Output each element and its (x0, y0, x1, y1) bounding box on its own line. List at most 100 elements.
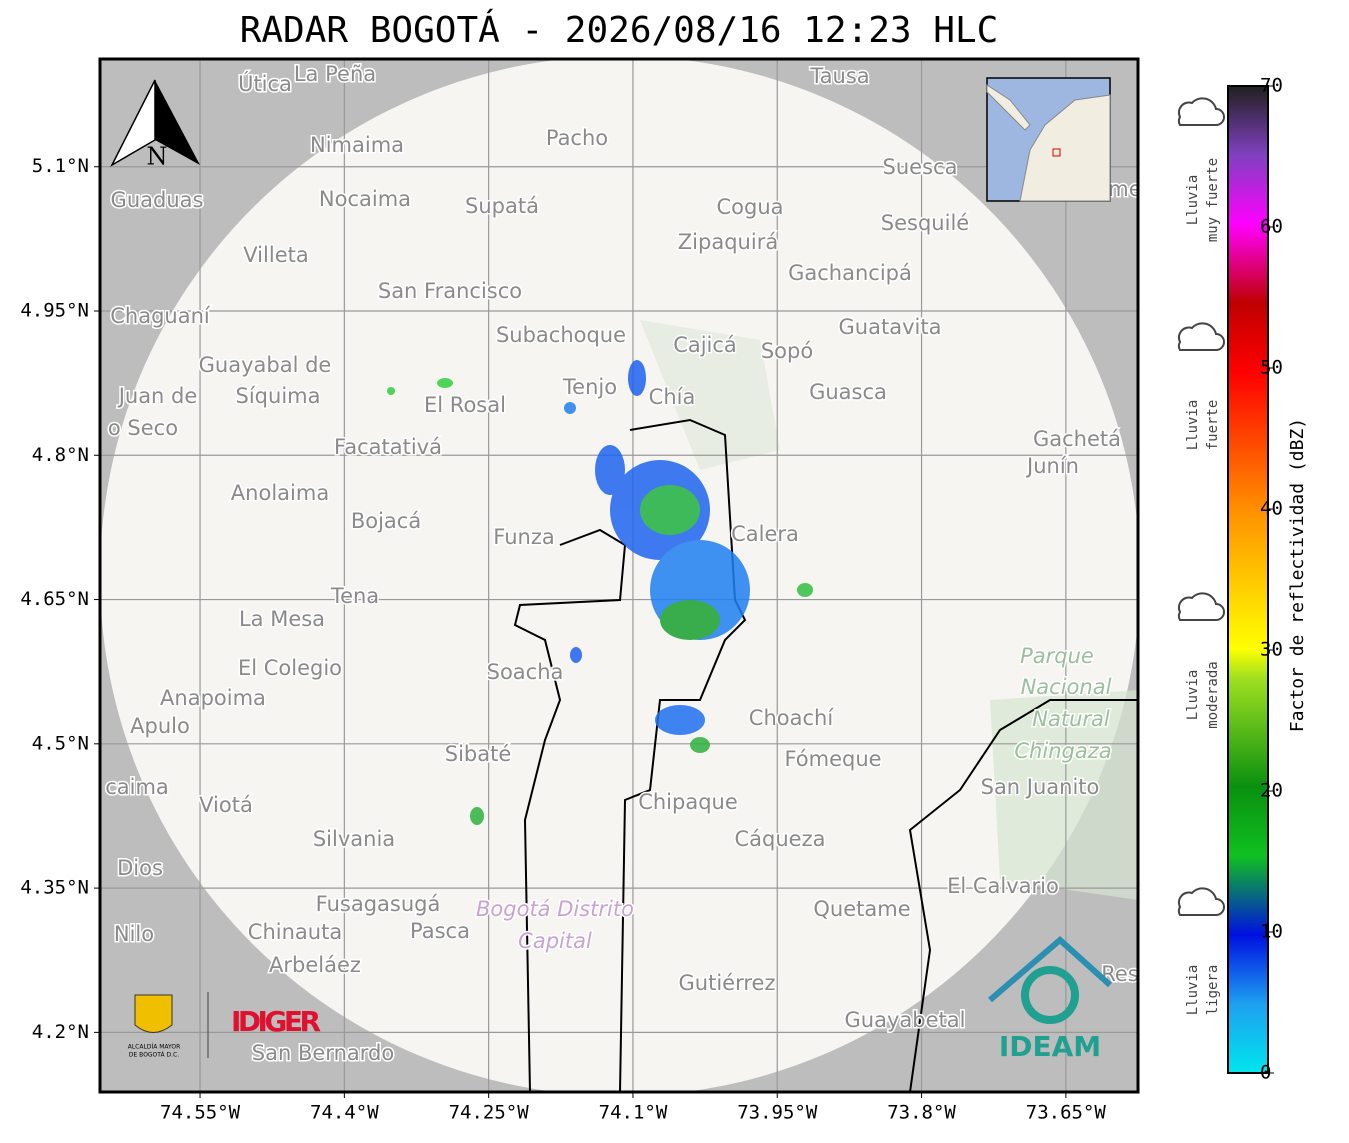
place-label: Soacha (487, 660, 564, 684)
place-label: Arbeláez (269, 953, 361, 977)
rain-label: Lluvia (1185, 175, 1201, 226)
y-tick-label: 4.5°N (32, 732, 89, 754)
place-label: Facatativá (334, 435, 442, 459)
north-arrow: N (110, 79, 200, 171)
place-label: Cogua (716, 195, 783, 219)
title: RADAR BOGOTÁ - 2026/08/16 12:23 HLC (240, 9, 999, 51)
x-tick-label: 74.55°W (160, 1102, 241, 1124)
colorbar-tick-label: 30 (1260, 639, 1283, 661)
district-label: Capital (518, 929, 592, 953)
place-label: Gachetá (1033, 427, 1121, 451)
colorbar-tick-label: 10 (1260, 921, 1283, 943)
y-tick-label: 4.65°N (20, 588, 89, 610)
place-label: Suesca (883, 155, 958, 179)
colorbar-tick-label: 50 (1260, 357, 1283, 379)
place-label: Pasca (410, 919, 470, 943)
park-label: Chingaza (1014, 739, 1111, 763)
place-label: La Mesa (239, 607, 325, 631)
place-label: Guayabetal (845, 1008, 966, 1032)
rain-label: moderada (1205, 661, 1221, 728)
radar-range (100, 59, 1138, 1092)
logo-alcaldia: ALCALDÍA MAYOR DE BOGOTÁ D.C. IDIGER (128, 992, 321, 1059)
place-label: o Seco (108, 416, 178, 440)
place-label: Funza (493, 525, 554, 549)
place-label: Villeta (243, 243, 308, 267)
place-label: Cajicá (673, 333, 737, 357)
y-tick-label: 4.8°N (32, 444, 89, 466)
place-label: Chipaque (638, 790, 738, 814)
rain-label: muy fuerte (1205, 158, 1221, 242)
place-label: Apulo (130, 714, 190, 738)
place-label: Nimaima (310, 133, 404, 157)
north-label: N (147, 143, 168, 171)
park-label: Parque (1020, 644, 1094, 668)
inset-map (986, 77, 1111, 202)
place-label: La Peña (294, 62, 376, 86)
place-label: Gutiérrez (679, 971, 776, 995)
boundary (908, 699, 1138, 1092)
colorbar-tick-label: 0 (1260, 1062, 1271, 1084)
x-tick-label: 74.1°W (599, 1102, 668, 1124)
x-tick-label: 74.25°W (449, 1102, 530, 1124)
colorbar (1227, 85, 1269, 1074)
terrain (640, 320, 780, 470)
rain-label: Lluvia (1185, 965, 1201, 1016)
place-label: San Francisco (378, 279, 522, 303)
logo-ideam-text: IDEAM (999, 1030, 1101, 1063)
place-label: Guayabal de (199, 353, 332, 377)
place-label: Bojacá (351, 509, 421, 533)
rain-label: Lluvia (1185, 670, 1201, 721)
district-label: Bogotá Distrito (476, 897, 634, 921)
rain-label: ligera (1205, 965, 1221, 1016)
place-label: Calera (731, 522, 799, 546)
place-label: Subachoque (496, 323, 626, 347)
place-label: Junín (1025, 454, 1079, 478)
place-label: El Calvario (947, 874, 1059, 898)
park-label: Natural (1032, 707, 1110, 731)
y-tick-label: 4.35°N (20, 877, 89, 899)
rain-level: Lluvia ligera (1177, 887, 1225, 1016)
rain-level: Lluvia fuerte (1177, 322, 1225, 451)
colorbar-tick-label: 60 (1260, 216, 1283, 238)
place-label: Choachí (749, 706, 835, 730)
map: Útica La Peña Tausa Pacho Nimaima Suesca Guadu… (100, 59, 1141, 1092)
place-label: Sesquilé (881, 211, 969, 235)
place-label: Juan de (117, 384, 198, 408)
colorbar-tick-label: 40 (1260, 498, 1283, 520)
place-label: Nilo (114, 922, 154, 946)
place-label: Síquima (236, 384, 321, 408)
place-label: Zipaquirá (678, 230, 778, 254)
place-label: Guaduas (111, 188, 204, 212)
radar-echoes (387, 360, 813, 825)
rain-icon (1177, 322, 1225, 351)
rain-label: fuerte (1205, 400, 1221, 451)
place-label: Tena (330, 584, 379, 608)
x-tick-label: 73.8°W (887, 1102, 956, 1124)
place-label: Fusagasugá (316, 892, 441, 916)
place-label: Viotá (199, 793, 253, 817)
place-label: Nocaima (319, 187, 411, 211)
park-label: Nacional (1021, 675, 1112, 699)
place-label: Silvania (313, 827, 395, 851)
place-label: Sopó (761, 339, 813, 363)
place-label: Chinauta (248, 920, 342, 944)
place-label: caima (105, 775, 169, 799)
x-tick-label: 73.95°W (737, 1102, 818, 1124)
rain-icon (1177, 592, 1225, 621)
colorbar-tick-label: 20 (1260, 780, 1283, 802)
rain-label: Lluvia (1185, 400, 1201, 451)
place-label: Guasca (809, 380, 887, 404)
y-tick-label: 4.2°N (32, 1021, 89, 1043)
place-label: me (1108, 177, 1141, 201)
terrain (990, 690, 1138, 900)
place-label: El Colegio (238, 656, 342, 680)
map-frame (98, 57, 1140, 1094)
y-tick-label: 5.1°N (32, 155, 89, 177)
place-label: Dios (117, 856, 163, 880)
x-tick-label: 74.4°W (310, 1102, 379, 1124)
place-label: Supatá (465, 194, 539, 218)
place-label: San Juanito (981, 775, 1100, 799)
place-label: Tenjo (562, 375, 617, 399)
colorbar-tick-label: 70 (1260, 75, 1283, 97)
